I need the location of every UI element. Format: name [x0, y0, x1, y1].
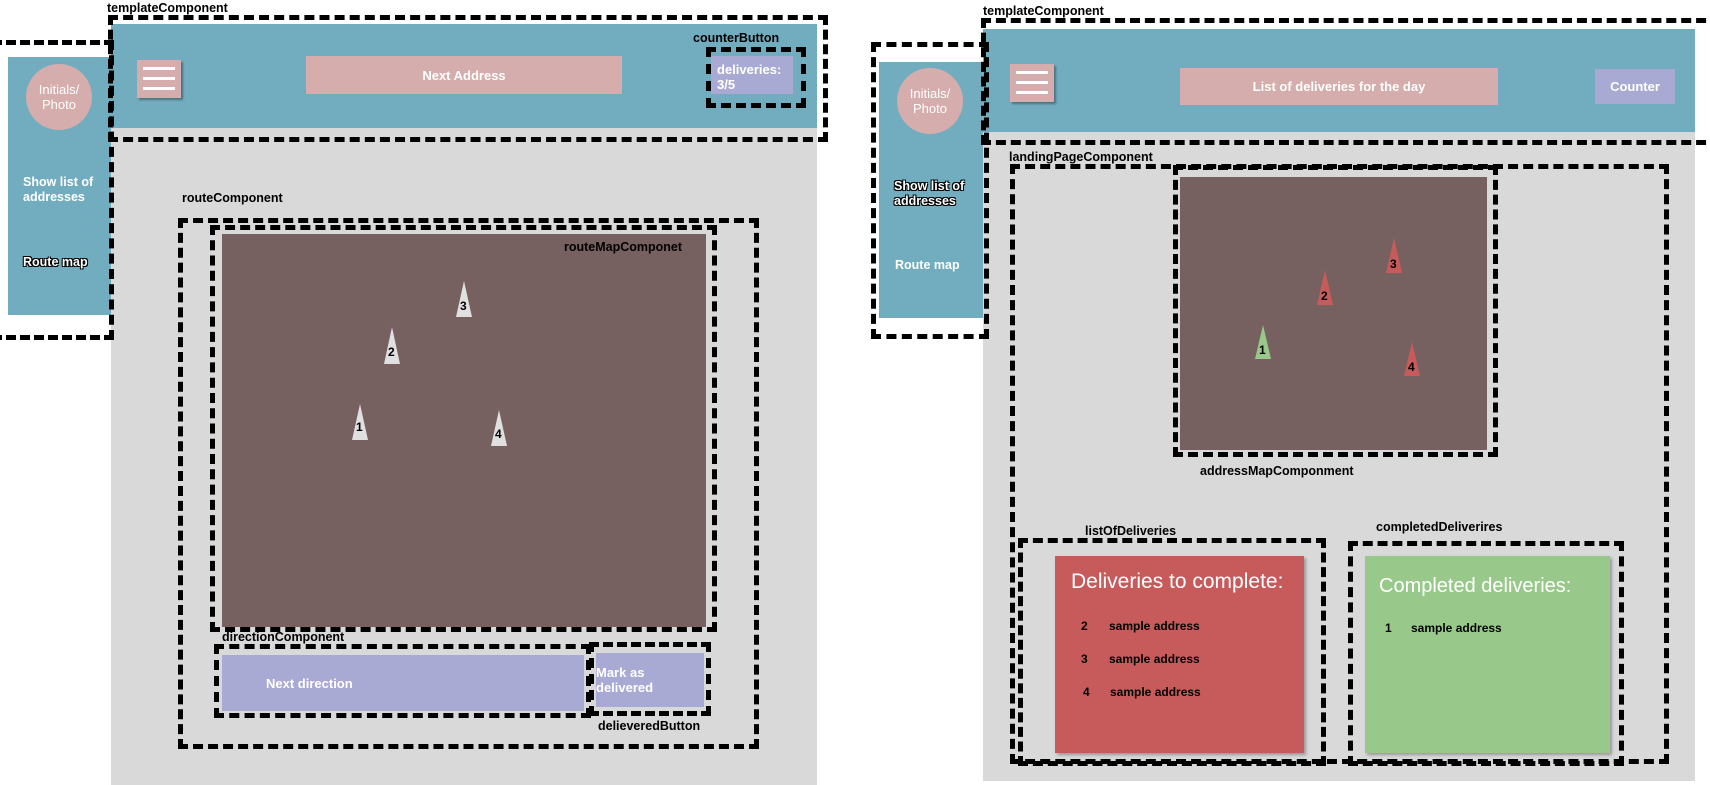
to-complete-num-3: 4 — [1083, 685, 1090, 699]
landing-page-label: landingPageComponent — [1009, 150, 1153, 164]
route-marker-2-label: 2 — [388, 345, 395, 359]
left-sidebar-frame — [0, 40, 114, 340]
address-marker-3-icon — [1386, 238, 1402, 273]
completed-deliveries-title: Completed deliveries: — [1379, 575, 1572, 597]
address-marker-1-icon — [1255, 325, 1271, 359]
right-sidebar-frame — [871, 42, 989, 339]
route-marker-1-label: 1 — [356, 420, 363, 434]
right-template-label: templateComponent — [983, 4, 1104, 18]
left-avatar: Initials/ Photo — [26, 64, 92, 130]
to-complete-address-3[interactable]: sample address — [1110, 685, 1201, 699]
address-map-label: addressMapComponment — [1200, 464, 1354, 478]
direction-component-frame — [214, 644, 591, 718]
route-marker-2-icon — [384, 327, 400, 364]
delivered-button-label: delieveredButton — [598, 719, 701, 733]
address-marker-4-label: 4 — [1408, 360, 1415, 374]
counter-button[interactable]: deliveries: 3/5 — [711, 56, 793, 94]
right-sidebar-item-route-map[interactable]: Route map — [895, 258, 960, 272]
left-sidebar-item-route-map[interactable]: Route map — [23, 255, 88, 269]
route-marker-1-icon — [352, 404, 368, 440]
completed-deliveries-label: completedDeliverires — [1376, 520, 1503, 534]
deliveries-to-complete-card: Deliveries to complete: 2 sample address… — [1055, 556, 1304, 753]
completed-address-1[interactable]: sample address — [1411, 621, 1502, 635]
right-header-title: List of deliveries for the day — [1180, 68, 1498, 105]
mark-as-delivered-button[interactable]: Mark as delivered — [596, 653, 704, 707]
right-hamburger-menu-icon[interactable] — [1010, 64, 1054, 102]
address-map-markers — [1255, 238, 1420, 376]
route-marker-4-label: 4 — [495, 427, 502, 441]
route-component-label: routeComponent — [182, 191, 283, 205]
counter-button-frame — [706, 47, 806, 108]
completed-num-1: 1 — [1385, 621, 1392, 635]
address-marker-2-label: 2 — [1321, 289, 1328, 303]
left-sidebar-item-addresses[interactable]: Show list of addresses — [23, 175, 94, 204]
right-template-frame — [981, 18, 1710, 145]
counter-button-label: counterButton — [693, 31, 780, 45]
delivered-button-frame — [589, 642, 711, 716]
route-component-frame — [178, 218, 759, 749]
route-marker-3-label: 3 — [460, 299, 467, 313]
left-template-label: templateComponent — [107, 1, 228, 15]
route-map-frame — [210, 225, 717, 632]
right-sidebar-item-addresses[interactable]: Show list of addresses — [894, 179, 965, 208]
next-direction-button[interactable]: Next direction — [222, 655, 584, 711]
address-map[interactable] — [1180, 177, 1487, 450]
to-complete-num-1: 2 — [1081, 619, 1088, 633]
route-marker-4-icon — [491, 410, 507, 446]
deliveries-to-complete-title: Deliveries to complete: — [1071, 570, 1284, 593]
direction-component-label: directionComponent — [222, 630, 345, 644]
right-avatar: Initials/ Photo — [897, 68, 963, 134]
to-complete-num-2: 3 — [1081, 652, 1088, 666]
completed-deliveries-card: Completed deliveries: 1 sample address — [1365, 556, 1610, 753]
address-marker-4-icon — [1404, 342, 1420, 376]
route-marker-3-icon — [456, 281, 472, 317]
route-map-markers — [352, 281, 507, 446]
list-of-deliveries-label: listOfDeliveries — [1085, 524, 1177, 538]
to-complete-address-2[interactable]: sample address — [1109, 652, 1200, 666]
address-marker-2-icon — [1317, 270, 1333, 305]
list-of-deliveries-frame — [1018, 538, 1326, 766]
address-marker-3-label: 3 — [1390, 257, 1397, 271]
right-counter-button[interactable]: Counter — [1595, 69, 1675, 104]
to-complete-address-1[interactable]: sample address — [1109, 619, 1200, 633]
address-map-frame — [1173, 165, 1498, 457]
address-marker-1-label: 1 — [1259, 343, 1266, 357]
left-header-title: Next Address — [306, 56, 622, 94]
left-hamburger-menu-icon[interactable] — [137, 60, 181, 98]
completed-deliveries-frame — [1348, 541, 1624, 766]
route-map-label: routeMapComponet — [564, 240, 683, 254]
